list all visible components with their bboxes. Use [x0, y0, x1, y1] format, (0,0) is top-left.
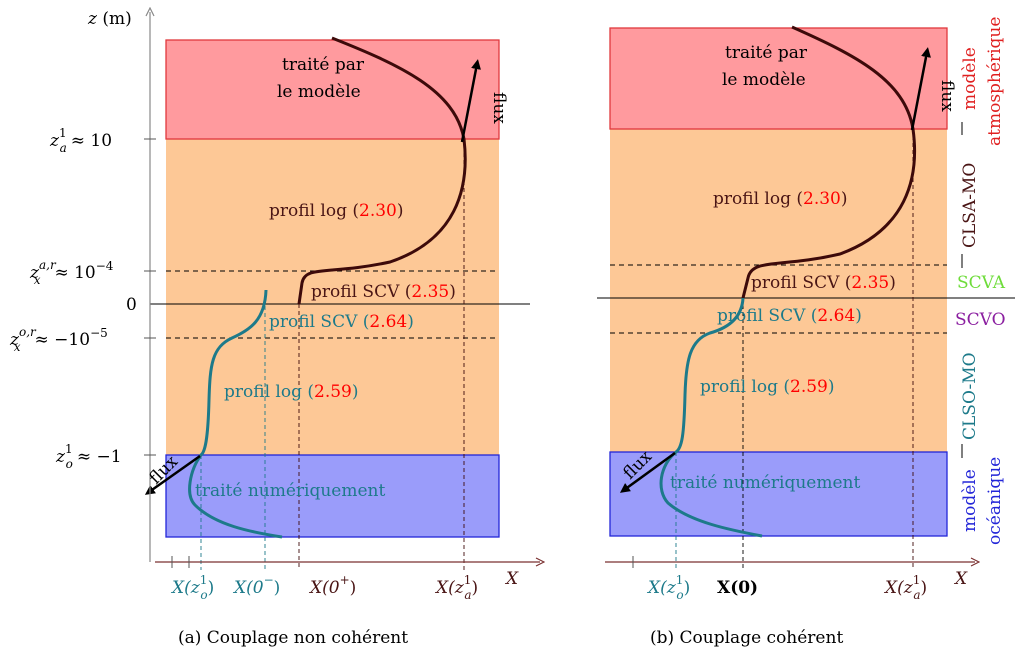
left-caption: (a) Couplage non cohérent — [178, 628, 408, 648]
right-atmo-profile-curve — [741, 25, 917, 299]
left-atmo-profile-curve — [297, 36, 467, 305]
left-atmo-text-1: traité par — [282, 55, 365, 75]
left-xtick-zo-label: X(z1 o) — [170, 573, 214, 602]
left-panel: z (m) z1 a ≈ 10 za,r x ≈ 10−4 0 zo,r x ≈ −10−5… — [9, 9, 540, 648]
side-clso-label: CLSO-MO — [960, 352, 980, 440]
left-xtick-za-label: X(z1 a) — [434, 573, 478, 602]
right-x-axis-label: X — [953, 569, 968, 589]
right-atmo-zone — [609, 27, 948, 130]
right-atmo-flux-label: flux — [937, 80, 957, 112]
side-scva-label: SCVA — [957, 273, 1006, 293]
right-log-atmo-label: profil log (2.30) — [713, 189, 848, 209]
right-scv-atmo-label: profil SCV (2.35) — [751, 273, 896, 293]
left-ytick-zero-label: 0 — [126, 295, 137, 315]
left-xtick-0m-label: X(0−) — [232, 573, 280, 598]
right-xtick-za-label: X(z1 a) — [883, 573, 927, 602]
left-ytick-zxor-label: zo,r x ≈ −10−5 — [9, 325, 108, 354]
left-log-ocean-label: profil log (2.59) — [224, 382, 359, 402]
left-ytick-zo-label: z1 o ≈ −1 — [55, 442, 122, 471]
right-xtick-zo-label: X(z1 o) — [646, 573, 690, 602]
right-log-ocean-label: profil log (2.59) — [700, 377, 835, 397]
left-ytick-za-label: z1 a ≈ 10 — [49, 126, 112, 155]
right-middle-zone — [610, 129, 947, 452]
side-labels: modèle atmosphérique CLSA-MO SCVA SCVO C… — [955, 17, 1006, 545]
left-axis-z-label: z (m) — [87, 9, 132, 29]
left-xtick-0p-label: X(0+) — [308, 573, 356, 598]
right-panel: traité par le modèle flux profil log (2.… — [597, 25, 1015, 648]
left-x-axis-label: X — [504, 569, 519, 589]
left-atmo-flux-label: flux — [489, 92, 509, 124]
left-atmo-zone — [165, 39, 500, 140]
right-atmo-text-2: le modèle — [722, 70, 806, 90]
side-modele-ocean-1: modèle — [960, 469, 980, 532]
left-ocean-text: traité numériquement — [195, 481, 385, 501]
left-ytick-zxar-label: za,r x ≈ 10−4 — [29, 258, 114, 287]
right-ocean-text: traité numériquement — [670, 473, 860, 493]
side-clsa-label: CLSA-MO — [960, 163, 980, 248]
left-atmo-flux-arrow — [460, 59, 481, 143]
left-scv-atmo-label: profil SCV (2.35) — [311, 282, 456, 302]
left-middle-zone — [166, 139, 499, 455]
right-ocean-flux-arrow — [619, 451, 676, 493]
left-ocean-profile-curve — [188, 289, 283, 539]
left-scv-ocean-label: profil SCV (2.64) — [269, 312, 414, 332]
left-ocean-flux-arrow — [144, 454, 201, 495]
left-atmo-text-2: le modèle — [277, 82, 361, 102]
right-atmo-text-1: traité par — [725, 43, 808, 63]
side-modele-ocean-2: océanique — [985, 457, 1005, 545]
right-atmo-flux-arrow — [910, 47, 931, 131]
side-scvo-label: SCVO — [955, 310, 1006, 330]
right-scv-ocean-label: profil SCV (2.64) — [717, 306, 862, 326]
right-caption: (b) Couplage cohérent — [650, 628, 843, 648]
left-log-atmo-label: profil log (2.30) — [269, 201, 404, 221]
side-modele-atmo-1: modèle — [960, 47, 980, 110]
right-xtick-0-label: X(0) — [717, 578, 758, 598]
right-ocean-profile-curve — [659, 297, 763, 538]
side-modele-atmo-2: atmosphérique — [985, 17, 1005, 146]
